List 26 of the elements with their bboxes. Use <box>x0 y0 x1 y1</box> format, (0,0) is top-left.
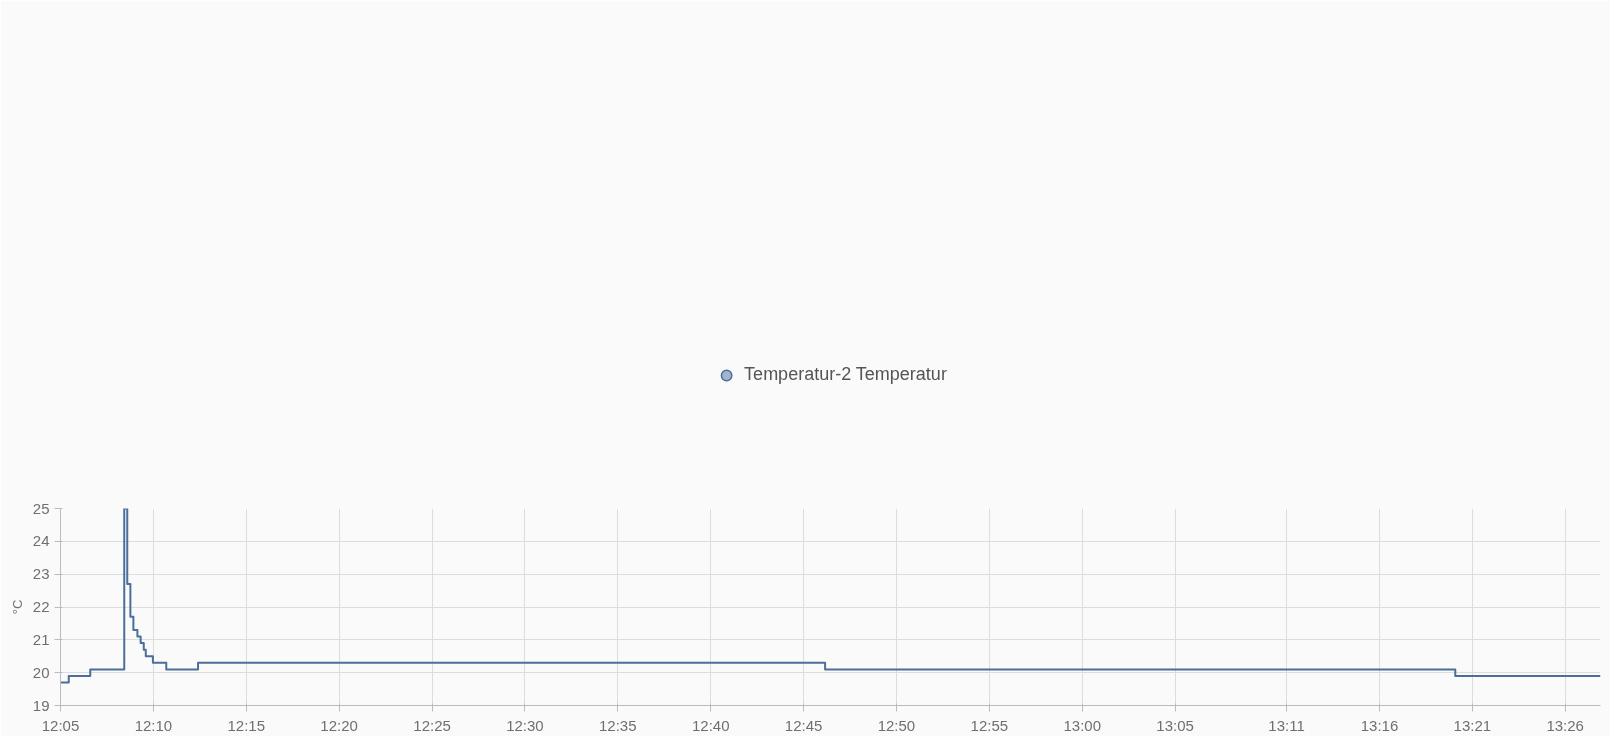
y-tick-label: 19 <box>32 696 50 714</box>
y-axis-title: °C <box>9 599 25 615</box>
x-tick-label: 12:40 <box>691 716 730 734</box>
y-tick-label: 20 <box>32 663 50 681</box>
y-tick-label: 23 <box>32 565 50 583</box>
x-tick-label: 12:30 <box>506 716 544 734</box>
x-tick-label: 12:15 <box>227 716 266 734</box>
x-tick-label: 13:00 <box>1063 716 1101 734</box>
x-tick-label: 13:16 <box>1360 716 1399 734</box>
x-tick-label: 13:26 <box>1546 716 1584 734</box>
x-tick-label: 12:25 <box>413 716 451 734</box>
x-tick-label: 12:10 <box>134 716 173 734</box>
y-tick-label: 21 <box>32 630 50 648</box>
x-tick-label: 12:20 <box>320 716 358 734</box>
x-tick-label: 13:21 <box>1453 716 1492 734</box>
x-tick-label: 12:55 <box>970 716 1009 734</box>
y-tick-label: 25 <box>32 499 50 517</box>
legend-label: Temperatur-2 Temperatur <box>744 364 947 385</box>
y-tick-label: 24 <box>32 532 50 550</box>
x-tick-label: 12:05 <box>41 716 80 734</box>
x-tick-label: 12:50 <box>877 716 916 734</box>
x-tick-label: 13:05 <box>1156 716 1194 734</box>
x-tick-label: 12:35 <box>599 716 637 734</box>
x-tick-label: 13:11 <box>1268 716 1305 734</box>
y-tick-label: 22 <box>32 598 50 615</box>
x-tick-label: 12:45 <box>784 716 823 734</box>
